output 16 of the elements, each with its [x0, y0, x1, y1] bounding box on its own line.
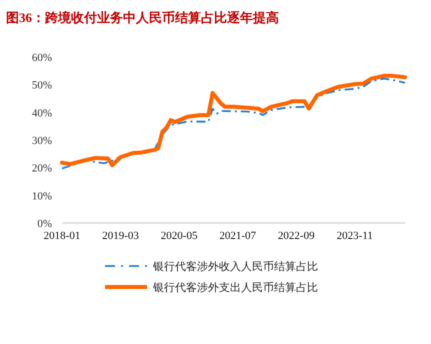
legend-label: 银行代客涉外支出人民币结算占比: [152, 281, 318, 294]
x-tick-label: 2023-11: [336, 230, 373, 242]
x-tick-label: 2021-07: [219, 230, 257, 242]
y-tick-label: 10%: [32, 190, 52, 202]
y-tick-label: 40%: [32, 107, 52, 120]
y-tick-label: 50%: [32, 80, 52, 92]
legend-label: 银行代客涉外收入人民币结算占比: [152, 260, 318, 273]
y-tick-label: 60%: [32, 52, 52, 64]
y-tick-label: 20%: [32, 162, 52, 175]
chart-title: 图36：跨境收付业务中人民币结算占比逐年提高: [6, 10, 279, 25]
y-tick-label: 0%: [37, 218, 52, 230]
x-tick-label: 2018-01: [44, 230, 80, 242]
x-tick-label: 2020-05: [160, 230, 198, 242]
x-tick-label: 2022-09: [278, 230, 316, 242]
y-tick-label: 30%: [32, 135, 52, 147]
x-tick-label: 2019-03: [102, 230, 140, 242]
